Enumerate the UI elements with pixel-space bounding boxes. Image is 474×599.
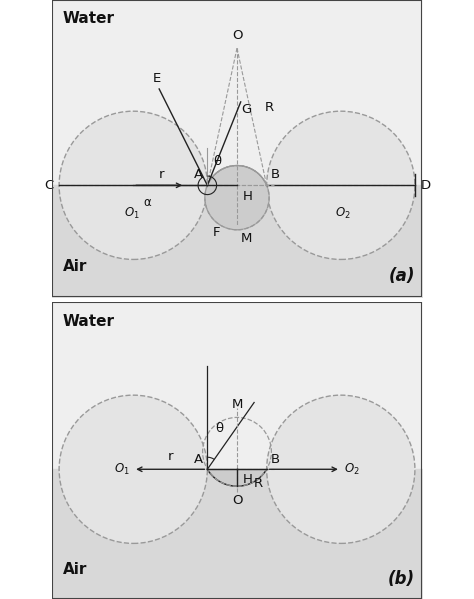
Text: A: A xyxy=(194,453,203,465)
Text: C: C xyxy=(44,179,54,192)
Text: Air: Air xyxy=(63,259,87,274)
Circle shape xyxy=(267,111,415,259)
Text: G: G xyxy=(241,103,252,116)
Text: α: α xyxy=(144,196,151,208)
Circle shape xyxy=(267,395,415,543)
Text: Water: Water xyxy=(63,314,115,329)
Text: θ: θ xyxy=(213,155,221,168)
Circle shape xyxy=(59,111,207,259)
Text: M: M xyxy=(241,232,252,244)
Text: O: O xyxy=(232,29,242,41)
Text: r: r xyxy=(167,450,173,462)
Text: Air: Air xyxy=(63,562,87,577)
Text: R: R xyxy=(254,477,263,490)
Circle shape xyxy=(59,395,207,543)
Text: r: r xyxy=(158,168,164,181)
Text: (a): (a) xyxy=(388,267,415,285)
Text: $O_2$: $O_2$ xyxy=(335,205,350,221)
Text: $O_1$: $O_1$ xyxy=(124,205,139,221)
Text: B: B xyxy=(271,168,280,181)
Text: M: M xyxy=(231,398,243,411)
Text: O: O xyxy=(232,494,242,507)
Text: B: B xyxy=(271,453,280,465)
Text: F: F xyxy=(213,226,220,239)
Text: H: H xyxy=(243,473,253,486)
Text: θ: θ xyxy=(215,422,223,435)
Text: A: A xyxy=(194,168,203,181)
Text: (b): (b) xyxy=(388,570,415,588)
Text: $O_2$: $O_2$ xyxy=(345,462,360,477)
Polygon shape xyxy=(205,165,269,230)
Text: E: E xyxy=(153,71,162,84)
Polygon shape xyxy=(207,469,267,486)
Text: $O_1$: $O_1$ xyxy=(114,462,129,477)
Text: Water: Water xyxy=(63,11,115,26)
Text: H: H xyxy=(243,190,253,203)
Text: R: R xyxy=(265,101,274,114)
Text: D: D xyxy=(420,179,430,192)
